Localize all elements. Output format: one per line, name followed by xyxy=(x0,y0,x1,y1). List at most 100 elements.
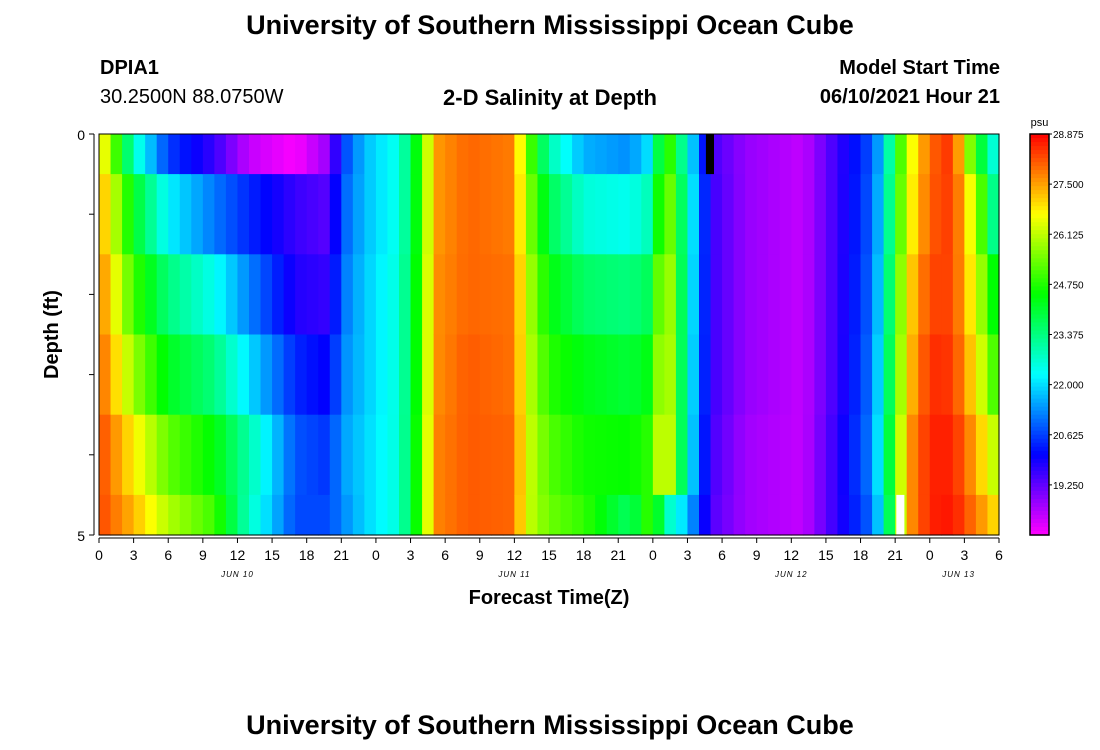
footer-title: University of Southern Mississippi Ocean… xyxy=(246,710,854,740)
heatmap-cell xyxy=(629,134,642,175)
colorbar-segment xyxy=(1030,266,1049,271)
heatmap-cell xyxy=(606,134,619,175)
heatmap-cell xyxy=(652,134,665,175)
heatmap-cell xyxy=(179,494,192,536)
heatmap-cell xyxy=(918,494,931,536)
heatmap-cell xyxy=(179,334,192,416)
heatmap-cell xyxy=(214,174,227,255)
heatmap-cell xyxy=(272,334,285,416)
heatmap-cell xyxy=(225,334,239,416)
heatmap-cell xyxy=(779,134,792,175)
heatmap-cell xyxy=(99,494,112,536)
heatmap-cell xyxy=(664,494,677,536)
heatmap-cell xyxy=(560,134,573,175)
heatmap-cell xyxy=(710,254,723,336)
colorbar-segment xyxy=(1030,522,1049,528)
colorbar-segment xyxy=(1030,410,1049,416)
heatmap-cell xyxy=(422,414,435,496)
heatmap-cell xyxy=(918,254,931,336)
heatmap-cell xyxy=(652,174,665,255)
heatmap-cell xyxy=(664,134,677,175)
heatmap-cell xyxy=(237,414,250,496)
heatmap-cell xyxy=(756,334,769,416)
heatmap-cell xyxy=(583,174,596,255)
heatmap-cell xyxy=(191,174,204,255)
heatmap-cell xyxy=(606,334,619,416)
heatmap-cell xyxy=(883,134,896,175)
x-tick-label: 6 xyxy=(995,547,1003,563)
heatmap-cell xyxy=(872,134,885,175)
heatmap-cell xyxy=(906,414,919,496)
heatmap-cell xyxy=(433,174,446,255)
heatmap-cell xyxy=(941,174,954,255)
x-tick-label: 21 xyxy=(610,547,626,563)
heatmap-cell xyxy=(618,334,631,416)
x-tick-label: 9 xyxy=(199,547,207,563)
heatmap-cell xyxy=(502,134,515,175)
heatmap-cell xyxy=(756,174,769,255)
heatmap-cell xyxy=(468,494,481,536)
colorbar-segment xyxy=(1030,446,1049,452)
heatmap-cell xyxy=(237,254,250,336)
colorbar-segment xyxy=(1030,434,1049,440)
heatmap-cell xyxy=(399,494,412,536)
heatmap-cell xyxy=(318,254,331,336)
colorbar-segment xyxy=(1030,414,1049,420)
heatmap-cell xyxy=(595,334,608,416)
heatmap-cell xyxy=(341,134,354,175)
heatmap-cell xyxy=(975,414,989,496)
heatmap-cell xyxy=(618,254,631,336)
heatmap-cell xyxy=(318,494,331,536)
heatmap-cell xyxy=(687,254,700,336)
x-tick-label: 0 xyxy=(926,547,934,563)
x-tick-label: 6 xyxy=(164,547,172,563)
colorbar-segment xyxy=(1030,494,1049,500)
heatmap-cell xyxy=(399,414,412,496)
heatmap-cell xyxy=(399,334,412,416)
heatmap-cell xyxy=(595,254,608,336)
heatmap-missing-cells xyxy=(705,134,905,535)
heatmap-cell xyxy=(837,174,850,255)
heatmap-cell xyxy=(329,334,342,416)
heatmap-cell xyxy=(445,134,458,175)
colorbar-segment xyxy=(1030,362,1049,368)
heatmap-cell xyxy=(814,494,827,536)
heatmap-cell xyxy=(502,494,515,536)
heatmap-cell xyxy=(387,174,400,255)
heatmap-cell xyxy=(514,134,527,175)
colorbar-segment xyxy=(1030,210,1049,215)
heatmap-cell xyxy=(606,414,619,496)
heatmap-cell xyxy=(756,134,769,175)
heatmap-cells xyxy=(99,134,1000,536)
heatmap-cell xyxy=(779,254,792,336)
heatmap-cell xyxy=(779,494,792,536)
colorbar-tick-label: 22.000 xyxy=(1053,381,1084,392)
heatmap-cell xyxy=(756,414,769,496)
heatmap-cell xyxy=(837,254,850,336)
colorbar-segment xyxy=(1030,222,1049,227)
heatmap-cell xyxy=(387,134,400,175)
heatmap-cell xyxy=(468,174,481,255)
plot-title: 2-D Salinity at Depth xyxy=(443,85,657,110)
heatmap-cell xyxy=(791,174,804,255)
colorbar-segment xyxy=(1030,150,1049,155)
heatmap-cell xyxy=(572,134,585,175)
heatmap-cell xyxy=(122,174,135,255)
heatmap-cell xyxy=(283,254,296,336)
heatmap-cell xyxy=(895,334,908,416)
colorbar-segment xyxy=(1030,482,1049,488)
colorbar-segment xyxy=(1030,382,1049,388)
heatmap-cell xyxy=(491,494,504,536)
heatmap-cell xyxy=(549,494,562,536)
heatmap-cell xyxy=(525,334,539,416)
heatmap-cell xyxy=(802,254,815,336)
heatmap-cell xyxy=(306,334,319,416)
heatmap-cell xyxy=(122,134,135,175)
heatmap-cell xyxy=(364,494,377,536)
heatmap-cell xyxy=(249,174,262,255)
colorbar-segment xyxy=(1030,406,1049,412)
heatmap-cell xyxy=(537,494,550,536)
heatmap-cell xyxy=(872,174,885,255)
colorbar-segment xyxy=(1030,330,1049,336)
heatmap-cell xyxy=(445,254,458,336)
